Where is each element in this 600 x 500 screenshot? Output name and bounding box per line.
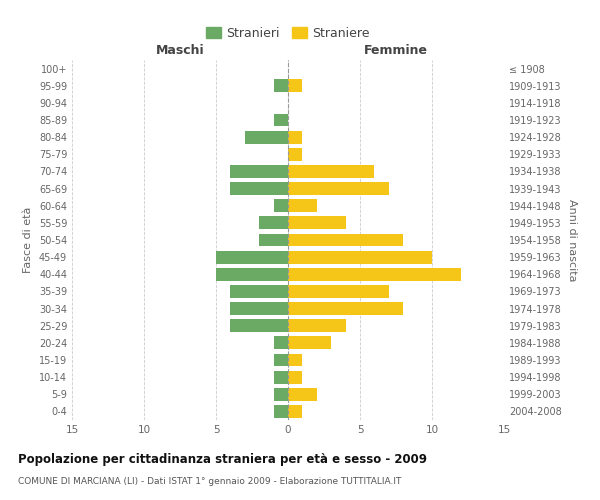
Bar [230, 182, 288, 195]
Bar [230, 285, 288, 298]
Bar [230, 302, 288, 315]
Bar [288, 354, 302, 366]
Bar [288, 200, 317, 212]
Text: Popolazione per cittadinanza straniera per età e sesso - 2009: Popolazione per cittadinanza straniera p… [18, 452, 427, 466]
Bar [259, 234, 288, 246]
Bar [216, 268, 288, 280]
Bar [274, 405, 288, 418]
Bar [288, 148, 302, 160]
Bar [259, 216, 288, 230]
Text: Maschi: Maschi [155, 44, 205, 57]
Bar [288, 165, 374, 178]
Bar [274, 336, 288, 349]
Bar [216, 250, 288, 264]
Bar [288, 370, 302, 384]
Bar [274, 370, 288, 384]
Bar [288, 405, 302, 418]
Bar [274, 388, 288, 400]
Legend: Stranieri, Straniere: Stranieri, Straniere [203, 23, 373, 44]
Bar [288, 336, 331, 349]
Bar [288, 182, 389, 195]
Bar [274, 80, 288, 92]
Bar [288, 320, 346, 332]
Bar [274, 354, 288, 366]
Bar [245, 130, 288, 143]
Bar [288, 268, 461, 280]
Bar [230, 320, 288, 332]
Bar [274, 200, 288, 212]
Bar [230, 165, 288, 178]
Bar [288, 216, 346, 230]
Y-axis label: Fasce di età: Fasce di età [23, 207, 33, 273]
Text: Femmine: Femmine [364, 44, 428, 57]
Bar [288, 130, 302, 143]
Bar [288, 250, 432, 264]
Bar [288, 388, 317, 400]
Bar [274, 114, 288, 126]
Y-axis label: Anni di nascita: Anni di nascita [567, 198, 577, 281]
Bar [288, 234, 403, 246]
Bar [288, 302, 403, 315]
Bar [288, 80, 302, 92]
Text: COMUNE DI MARCIANA (LI) - Dati ISTAT 1° gennaio 2009 - Elaborazione TUTTITALIA.I: COMUNE DI MARCIANA (LI) - Dati ISTAT 1° … [18, 478, 401, 486]
Bar [288, 285, 389, 298]
